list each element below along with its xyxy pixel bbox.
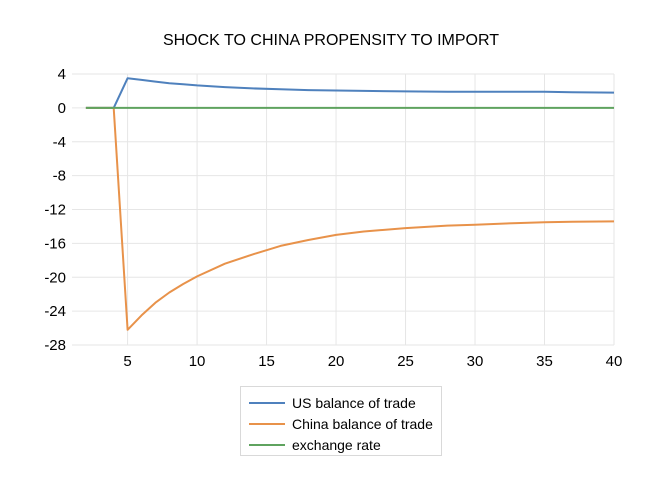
legend-item: China balance of trade — [249, 415, 439, 435]
y-tick-label: -16 — [44, 235, 66, 252]
x-tick-label: 15 — [258, 353, 275, 370]
y-tick-label: -28 — [44, 337, 66, 354]
legend-swatch — [249, 444, 285, 446]
legend-swatch — [249, 423, 285, 425]
x-tick-label: 25 — [397, 353, 414, 370]
x-tick-label: 40 — [606, 353, 623, 370]
y-tick-label: 4 — [58, 66, 66, 83]
x-tick-label: 35 — [536, 353, 553, 370]
y-tick-label: -24 — [44, 303, 66, 320]
chart-title: SHOCK TO CHINA PROPENSITY TO IMPORT — [162, 32, 500, 49]
y-tick-label: -4 — [53, 134, 66, 151]
x-tick-label: 10 — [189, 353, 206, 370]
legend-label: exchange rate — [292, 437, 381, 453]
legend-item: US balance of trade — [249, 394, 439, 414]
x-tick-label: 20 — [328, 353, 345, 370]
legend-swatch — [249, 402, 285, 404]
y-tick-label: 0 — [58, 100, 66, 117]
y-tick-label: -20 — [44, 269, 66, 286]
legend-item: exchange rate — [249, 436, 439, 456]
series-line-1 — [85, 106, 615, 331]
x-tick-label: 5 — [123, 353, 131, 370]
y-tick-label: -12 — [44, 202, 66, 219]
series-line-0 — [85, 77, 615, 109]
legend-label: China balance of trade — [292, 416, 433, 432]
chart-legend: US balance of trade China balance of trad… — [240, 386, 442, 456]
x-tick-label: 30 — [467, 353, 484, 370]
y-tick-label: -8 — [53, 168, 66, 185]
legend-label: US balance of trade — [292, 395, 416, 411]
